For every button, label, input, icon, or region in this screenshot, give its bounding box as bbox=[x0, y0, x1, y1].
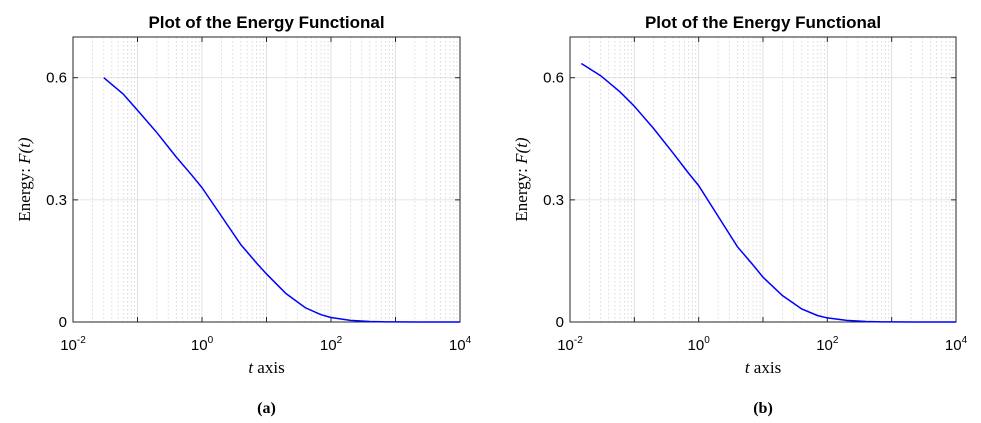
x-tick-label: 102 bbox=[320, 335, 343, 354]
x-tick-label: 100 bbox=[688, 335, 711, 354]
y-axis-label: Energy: F(t) bbox=[512, 137, 531, 222]
y-tick-label: 0.3 bbox=[46, 192, 67, 209]
chart-panel-a: Plot of the Energy Functional 0 0.3 0.6 10-2… bbox=[15, 13, 472, 417]
y-tick-label: 0.6 bbox=[46, 70, 67, 87]
x-tick-label: 10-2 bbox=[557, 335, 583, 354]
energy-curve bbox=[103, 77, 461, 323]
x-tick-label: 102 bbox=[816, 335, 839, 354]
panel-caption: (b) bbox=[753, 400, 773, 417]
chart-title: Plot of the Energy Functional bbox=[148, 13, 384, 32]
chart-title: Plot of the Energy Functional bbox=[645, 13, 881, 32]
x-tick-label: 100 bbox=[191, 335, 214, 354]
panel-caption: (a) bbox=[257, 400, 276, 417]
energy-curve bbox=[580, 62, 957, 323]
y-tick-label: 0.3 bbox=[543, 192, 564, 209]
chart-panel-b: Plot of the Energy Functional 0 0.3 0.6 10-2… bbox=[512, 13, 968, 417]
x-tick-label: 104 bbox=[449, 335, 472, 354]
x-axis-label: t axis bbox=[745, 358, 781, 377]
y-tick-label: 0 bbox=[59, 314, 67, 331]
y-tick-label: 0.6 bbox=[543, 70, 564, 87]
y-tick-label: 0 bbox=[556, 314, 564, 331]
x-tick-label: 104 bbox=[945, 335, 968, 354]
x-tick-label: 10-2 bbox=[60, 335, 86, 354]
x-axis-label: t axis bbox=[248, 358, 284, 377]
y-axis-label: Energy: F(t) bbox=[15, 137, 34, 222]
